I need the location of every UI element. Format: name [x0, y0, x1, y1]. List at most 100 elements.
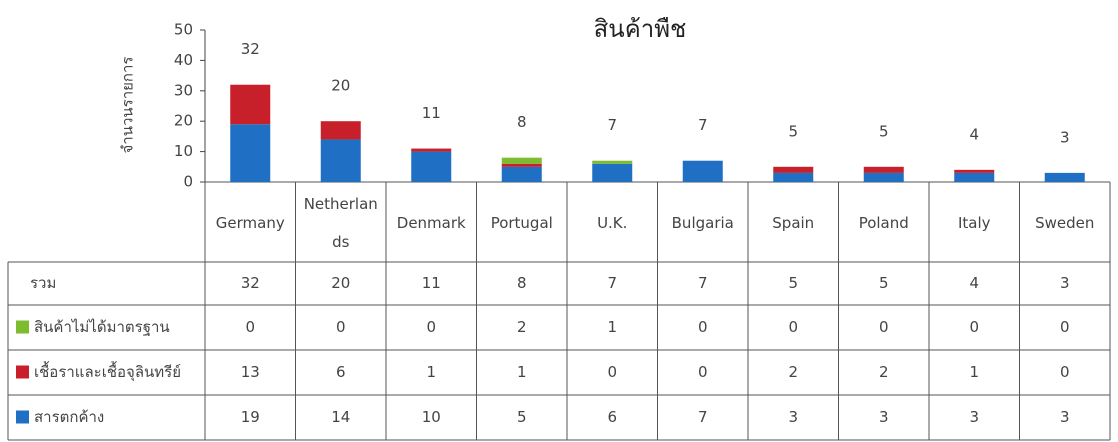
y-tick-label: 10: [174, 142, 193, 160]
total-label: 11: [422, 104, 441, 122]
total-label: 3: [1060, 128, 1070, 146]
total-label: 5: [788, 122, 798, 140]
total-label: 20: [331, 77, 350, 95]
bar-segment: [501, 157, 542, 164]
table-cell: 0: [426, 318, 436, 336]
x-tick-label: Netherlands: [303, 195, 378, 251]
table-cell: 0: [788, 318, 798, 336]
category-cell: Poland: [858, 214, 909, 232]
table-cell: 5: [788, 274, 798, 292]
table-cell: 2: [788, 363, 798, 381]
table-cell: 7: [698, 408, 708, 426]
category-cell: Germany: [215, 214, 285, 232]
bar-segment: [592, 160, 633, 164]
table-cell: 32: [241, 274, 260, 292]
table-cell: 0: [698, 318, 708, 336]
bar-segment: [230, 84, 271, 125]
legend-label: สินค้าไม่ได้มาตรฐาน: [34, 318, 170, 336]
bar-segment: [863, 172, 904, 182]
bar-segment: [411, 151, 452, 182]
table-cell: 3: [1060, 408, 1070, 426]
table-cell: 5: [879, 274, 889, 292]
bar-segment: [320, 121, 361, 140]
bar-segment: [954, 169, 995, 173]
chart-title: สินค้าพืช: [594, 15, 687, 43]
x-tick-label: Portugal: [490, 214, 553, 232]
legend-label: เชื้อราและเชื้อจุลินทรีย์: [34, 361, 181, 382]
x-tick-label: Poland: [858, 214, 909, 232]
table-cell: 0: [1060, 318, 1070, 336]
bar-segment: [863, 166, 904, 173]
table-cell: 19: [241, 408, 260, 426]
table-cell: 4: [969, 274, 979, 292]
table-cell: 3: [788, 408, 798, 426]
x-tick-label: U.K.: [597, 214, 628, 232]
x-tick-label: Denmark: [396, 214, 466, 232]
x-tick-label: Bulgaria: [671, 214, 734, 232]
x-tick-label: Sweden: [1035, 214, 1095, 232]
y-axis-label: จำนวนรายการ: [119, 57, 137, 154]
bar-segment: [1044, 172, 1085, 182]
y-tick-label: 20: [174, 112, 193, 130]
table-cell: 6: [607, 408, 617, 426]
category-cell: Netherlands: [303, 195, 378, 251]
table-cell: 20: [331, 274, 350, 292]
bar-segment: [592, 163, 633, 182]
bar-segment: [954, 172, 995, 182]
table-cell: 1: [969, 363, 979, 381]
category-cell: Spain: [772, 214, 815, 232]
table-cell: 14: [331, 408, 350, 426]
category-cell: Italy: [957, 214, 991, 232]
table-cell: 3: [969, 408, 979, 426]
x-tick-label: Germany: [215, 214, 285, 232]
legend-label: สารตกค้าง: [34, 408, 104, 426]
x-tick-label: Italy: [957, 214, 991, 232]
table-cell: 3: [1060, 274, 1070, 292]
table-cell: 7: [698, 274, 708, 292]
total-label: 4: [969, 125, 979, 143]
category-cell: Bulgaria: [671, 214, 734, 232]
table-cell: 2: [879, 363, 889, 381]
legend-swatch: [16, 320, 29, 334]
y-tick-label: 0: [183, 173, 193, 191]
table-cell: 0: [607, 363, 617, 381]
table-cell: 0: [336, 318, 346, 336]
row-header: รวม: [30, 274, 56, 292]
bar-segment: [230, 124, 271, 182]
table-cell: 2: [517, 318, 527, 336]
total-label: 7: [698, 116, 708, 134]
total-label: 5: [879, 122, 889, 140]
bar-segment: [682, 160, 723, 182]
category-cell: Portugal: [490, 214, 553, 232]
x-tick-label: Spain: [772, 214, 815, 232]
table-cell: 1: [607, 318, 617, 336]
table-cell: 0: [698, 363, 708, 381]
category-cell: Denmark: [396, 214, 466, 232]
table-cell: 6: [336, 363, 346, 381]
table-cell: 13: [241, 363, 260, 381]
table-cell: 8: [517, 274, 527, 292]
table-cell: 10: [422, 408, 441, 426]
table-cell: 5: [517, 408, 527, 426]
y-tick-label: 40: [174, 51, 193, 69]
category-cell: Sweden: [1035, 214, 1095, 232]
bar-segment: [411, 148, 452, 152]
table-cell: 3: [879, 408, 889, 426]
table-cell: 0: [879, 318, 889, 336]
y-tick-label: 30: [174, 81, 193, 99]
bar-segment: [501, 166, 542, 182]
legend-swatch: [16, 365, 29, 379]
category-cell: U.K.: [597, 214, 628, 232]
total-label: 7: [607, 116, 617, 134]
table-cell: 0: [1060, 363, 1070, 381]
legend-swatch: [16, 410, 29, 424]
total-label: 8: [517, 113, 527, 131]
table-cell: 11: [422, 274, 441, 292]
table-cell: 1: [426, 363, 436, 381]
bar-segment: [773, 172, 814, 182]
total-label: 32: [241, 40, 260, 58]
table-cell: 0: [245, 318, 255, 336]
bar-segment: [501, 163, 542, 167]
table-cell: 7: [607, 274, 617, 292]
